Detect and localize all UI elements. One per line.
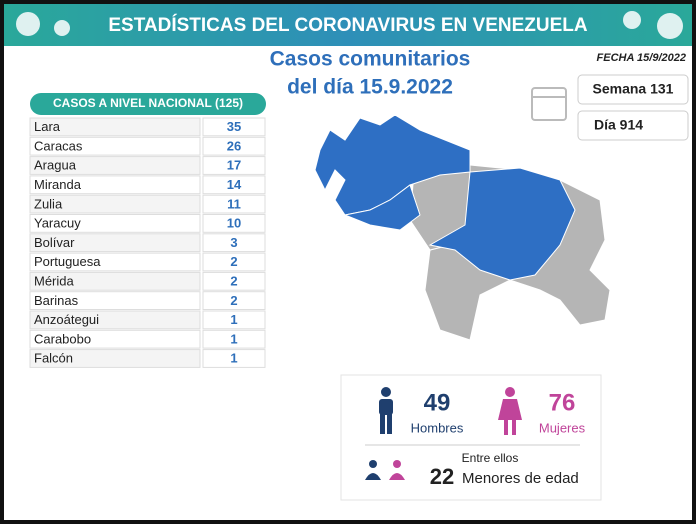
case-count: 26 [227,138,241,153]
row-name-cell [29,310,201,330]
row-name-cell [29,194,201,214]
row-name-cell [29,349,201,368]
row-value-cell [202,349,266,368]
title: ESTADÍSTICAS DEL CORONAVIRUS EN VENEZUEL… [108,14,588,36]
case-count: 14 [227,177,242,192]
women-count: 76 [549,389,576,416]
men-count: 49 [424,389,451,416]
state-name: Yaracuy [34,216,81,231]
row-name-cell [29,136,201,156]
map [314,114,611,341]
row-value-cell [202,117,266,137]
minors-count: 22 [430,464,454,489]
minors-icons [365,460,405,480]
row-value-cell [202,175,266,195]
row-name-cell [29,156,201,175]
state-name: Aragua [34,158,77,173]
row-name-cell [29,291,201,311]
state-name: Falcón [34,351,73,366]
state-name: Lara [34,119,61,134]
table-header [30,93,266,115]
row-value-cell [202,310,266,330]
case-count: 35 [227,119,241,134]
men-label: Hombres [411,420,464,435]
row-value-cell [202,136,266,156]
state-name: Barinas [34,293,79,308]
row-name-cell [29,214,201,233]
row-value-cell [202,214,266,233]
virus-icons [16,11,683,39]
week-box [577,74,689,105]
case-count: 1 [230,351,237,366]
row-value-cell [202,271,266,291]
state-name: Carabobo [34,331,91,346]
state-name: Mérida [34,273,75,288]
case-count: 2 [230,254,237,269]
row-value-cell [202,329,266,349]
state-name: Zulia [34,196,63,211]
row-name-cell [29,329,201,349]
row-name-cell [29,271,201,291]
table-title: CASOS A NIVEL NACIONAL (125) [53,96,243,110]
row-value-cell [202,291,266,311]
state-name: Anzoátegui [34,312,99,327]
case-count: 10 [227,216,241,231]
infographic: ESTADÍSTICAS DEL CORONAVIRUS EN VENEZUEL… [4,4,692,501]
row-name-cell [29,175,201,195]
case-count: 2 [230,273,237,288]
minors-intro: Entre ellos [462,451,519,465]
case-count: 3 [230,235,237,250]
date: FECHA 15/9/2022 [597,52,686,64]
case-count: 1 [230,331,237,346]
row-name-cell [29,252,201,272]
case-count: 11 [227,196,241,211]
minors-label: Menores de edad [462,470,579,487]
state-name: Portuguesa [34,254,101,269]
row-value-cell [202,194,266,214]
subtitle: del día 15.9.2022 [287,76,453,99]
state-name: Caracas [34,138,83,153]
calendar-icon [531,87,567,121]
row-name-cell [29,233,201,253]
row-name-cell [29,117,201,137]
row-value-cell [202,252,266,272]
row-value-cell [202,233,266,253]
case-count: 1 [230,312,237,327]
state-name: Miranda [34,177,82,192]
day-box [577,110,689,141]
man-icon [379,387,393,434]
case-count: 2 [230,293,237,308]
week: Semana 131 [593,81,674,97]
woman-icon [498,387,522,435]
state-name: Bolívar [34,235,75,250]
day: Día 914 [594,117,643,133]
header-banner [4,4,692,46]
row-value-cell [202,156,266,175]
case-count: 17 [227,158,241,173]
women-label: Mujeres [539,420,586,435]
subtitle: Casos comunitarios [270,48,471,71]
